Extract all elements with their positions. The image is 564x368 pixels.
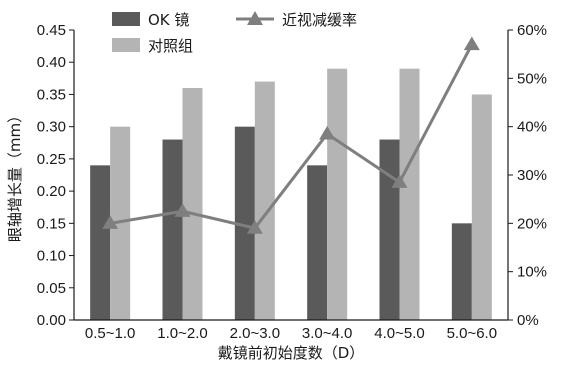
y2-tick-label: 20% bbox=[517, 215, 547, 232]
line-point-5 bbox=[463, 36, 480, 51]
y2-tick-label: 40% bbox=[517, 119, 547, 136]
y-tick-label: 0.15 bbox=[37, 215, 66, 232]
legend-label-1: 对照组 bbox=[148, 37, 193, 55]
y-tick-label: 0.45 bbox=[37, 22, 66, 39]
y-tick-label: 0.40 bbox=[37, 54, 66, 71]
x-tick-label: 2.0~3.0 bbox=[230, 325, 280, 342]
y-tick-label: 0.25 bbox=[37, 151, 66, 168]
bar-control-0 bbox=[110, 126, 131, 321]
y2-tick-label: 60% bbox=[517, 22, 547, 39]
y-tick-label: 0.10 bbox=[37, 248, 66, 265]
bar-ok-2 bbox=[234, 126, 255, 321]
y-tick-label: 0.05 bbox=[37, 280, 66, 297]
bar-ok-4 bbox=[379, 139, 400, 320]
x-tick-label: 5.0~6.0 bbox=[447, 325, 497, 342]
bar-control-2 bbox=[254, 81, 275, 320]
bar-group bbox=[90, 68, 492, 321]
x-axis-title: 戴镜前初始度数（D） bbox=[218, 344, 365, 362]
line-path bbox=[109, 43, 474, 230]
x-tick-label: 4.0~5.0 bbox=[374, 325, 424, 342]
bar-ok-3 bbox=[307, 165, 328, 320]
y2-tick-label: 0% bbox=[517, 312, 539, 329]
x-tick-label: 1.0~2.0 bbox=[157, 325, 207, 342]
x-tick-label: 3.0~4.0 bbox=[302, 325, 352, 342]
legend-label-2: 近视减缓率 bbox=[282, 11, 357, 29]
bar-ok-0 bbox=[90, 165, 111, 320]
bar-control-4 bbox=[399, 68, 420, 321]
bar-ok-1 bbox=[162, 139, 183, 320]
bar-ok-5 bbox=[451, 223, 472, 320]
line-series bbox=[102, 36, 480, 234]
bar-control-3 bbox=[327, 68, 348, 321]
line-point-4 bbox=[391, 174, 408, 188]
legend-label-0: OK 镜 bbox=[148, 11, 189, 29]
bar-control-1 bbox=[182, 88, 203, 320]
axes: 0.00 0.05 0.10 0.15 0.20 0.25 0.30 0.35 0.40 0.45… bbox=[37, 22, 547, 342]
line-point-3 bbox=[319, 125, 336, 140]
y-tick-label: 0.35 bbox=[37, 86, 66, 103]
y-tick-label: 0.30 bbox=[37, 119, 66, 136]
y2-tick-label: 10% bbox=[517, 264, 547, 281]
y-tick-label: 0.20 bbox=[37, 183, 66, 200]
legend-swatch-1 bbox=[112, 38, 140, 52]
x-tick-label: 0.5~1.0 bbox=[85, 325, 135, 342]
legend-swatch-0 bbox=[112, 12, 140, 26]
y2-tick-label: 50% bbox=[517, 70, 547, 87]
line-point-1 bbox=[174, 203, 191, 217]
line-point-2 bbox=[246, 220, 263, 234]
bar-control-5 bbox=[471, 94, 492, 320]
line-point-0 bbox=[102, 215, 119, 229]
legend-marker bbox=[247, 11, 263, 25]
y-axis-title: 眼轴增长量（mm） bbox=[6, 108, 24, 242]
y2-tick-label: 30% bbox=[517, 167, 547, 184]
y-tick-label: 0.00 bbox=[37, 312, 66, 329]
